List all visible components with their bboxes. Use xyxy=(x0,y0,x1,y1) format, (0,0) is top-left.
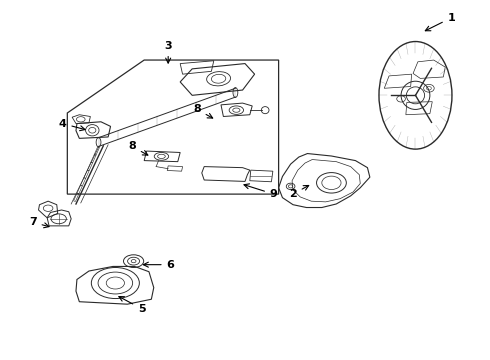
Text: 9: 9 xyxy=(244,184,278,199)
Text: 7: 7 xyxy=(29,217,49,228)
Text: 6: 6 xyxy=(144,260,174,270)
Text: 2: 2 xyxy=(289,185,309,199)
Text: 8: 8 xyxy=(128,141,148,155)
Text: 3: 3 xyxy=(164,41,172,63)
Text: 4: 4 xyxy=(59,118,85,131)
Text: 1: 1 xyxy=(425,13,455,31)
Text: 5: 5 xyxy=(119,297,146,314)
Text: 8: 8 xyxy=(193,104,213,118)
